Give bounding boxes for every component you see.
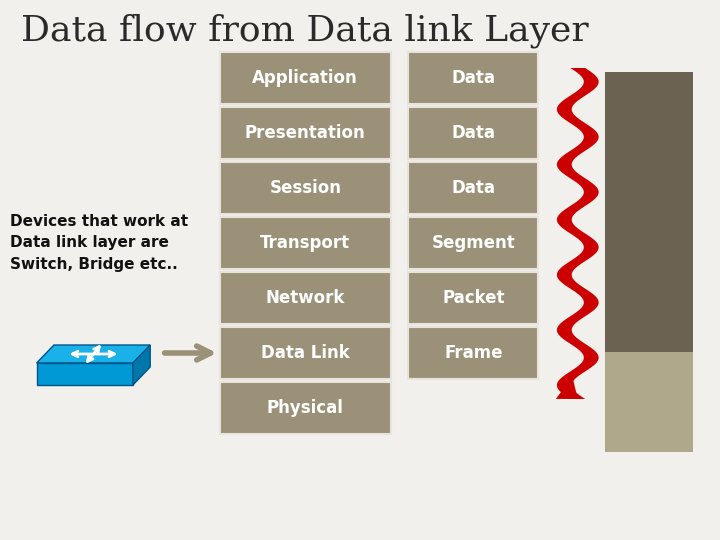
Bar — [220, 107, 391, 159]
Text: Frame: Frame — [444, 344, 503, 362]
Polygon shape — [37, 363, 133, 385]
Polygon shape — [133, 345, 150, 385]
Bar — [408, 162, 539, 214]
Polygon shape — [37, 345, 150, 363]
Text: Application: Application — [253, 69, 358, 87]
Text: Network: Network — [266, 289, 345, 307]
Text: Transport: Transport — [260, 234, 351, 252]
Bar — [220, 327, 391, 379]
Bar — [220, 52, 391, 104]
Bar — [220, 382, 391, 434]
Polygon shape — [556, 377, 577, 399]
Bar — [408, 107, 539, 159]
Text: Packet: Packet — [442, 289, 505, 307]
Bar — [408, 52, 539, 104]
Bar — [220, 217, 391, 269]
Bar — [605, 352, 693, 452]
Bar — [605, 72, 693, 352]
Text: Data flow from Data link Layer: Data flow from Data link Layer — [21, 14, 589, 49]
Bar — [408, 327, 539, 379]
Text: Data: Data — [451, 69, 495, 87]
Bar — [220, 272, 391, 324]
Text: Physical: Physical — [267, 399, 343, 417]
Polygon shape — [557, 68, 598, 399]
Text: Session: Session — [269, 179, 341, 197]
Text: Data Link: Data Link — [261, 344, 350, 362]
Text: Segment: Segment — [431, 234, 516, 252]
Bar — [220, 162, 391, 214]
Text: Data: Data — [451, 179, 495, 197]
Text: Devices that work at
Data link layer are
Switch, Bridge etc..: Devices that work at Data link layer are… — [9, 214, 188, 272]
Bar — [408, 217, 539, 269]
Text: Data: Data — [451, 124, 495, 142]
Text: Presentation: Presentation — [245, 124, 366, 142]
Bar — [408, 272, 539, 324]
